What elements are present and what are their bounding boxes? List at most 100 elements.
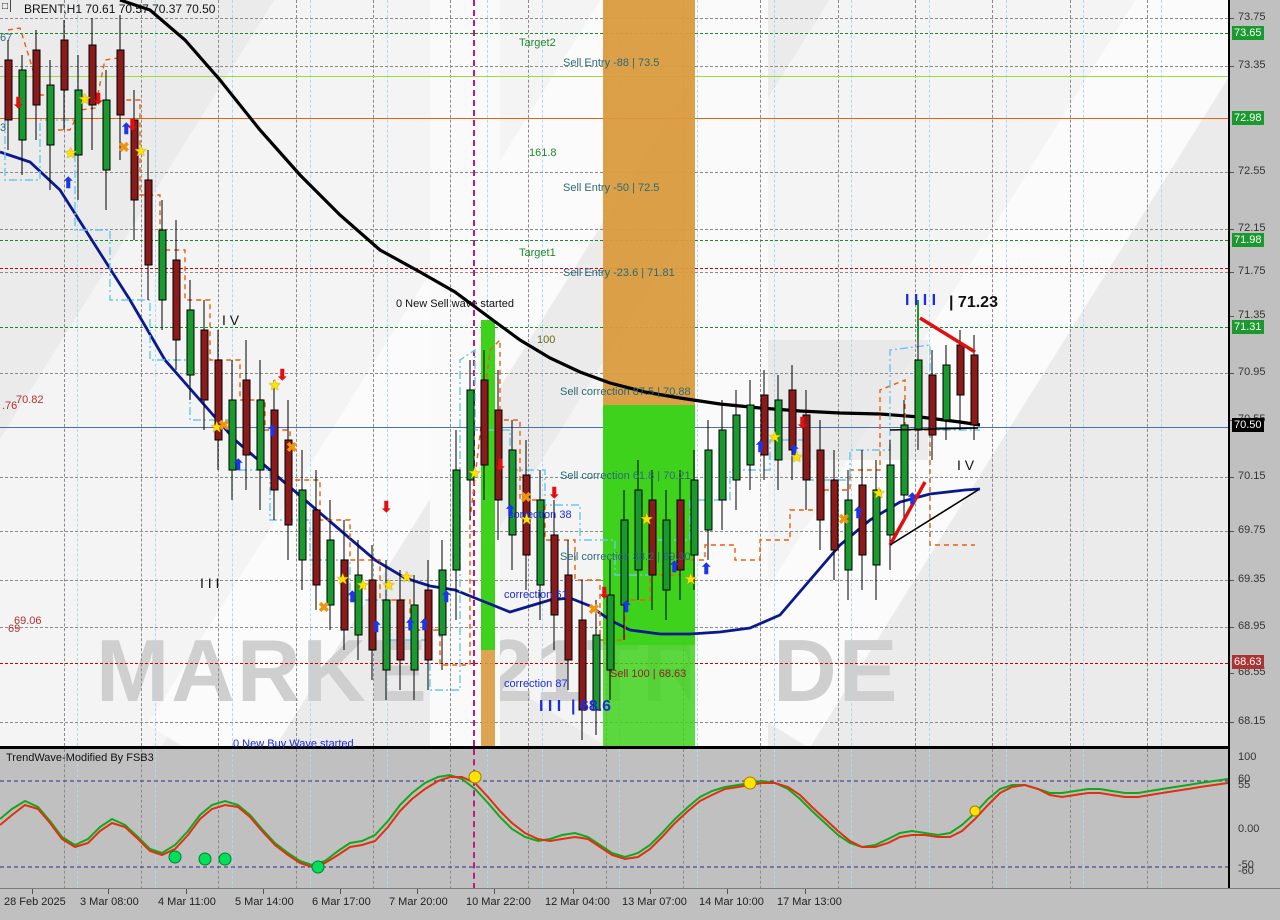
downtrend-line [919, 316, 976, 354]
price-axis-label: 69.35 [1238, 573, 1266, 585]
signal-arrow-up: ⬆ [404, 617, 417, 634]
price-axis-label: 73.75 [1238, 11, 1266, 23]
time-axis[interactable]: 28 Feb 2025 3 Mar 08:00 4 Mar 11:00 5 Mar 1… [0, 888, 1280, 920]
price-chart-pane[interactable]: MARKET21TRADE [0, 0, 1228, 750]
axis-tick [1230, 627, 1234, 628]
annotation-left-price-69: 69 [8, 623, 21, 635]
trendwave-red [0, 776, 1229, 869]
signal-star: ★ [64, 145, 78, 162]
indicator-pane[interactable]: TrendWave-Modified By FSB3 [0, 748, 1229, 889]
time-tick [650, 889, 651, 894]
pane-minimize-button[interactable]: □│ [2, 1, 15, 12]
annotation-sell-entry-236: Sell Entry -23.6 | 71.81 [563, 267, 675, 279]
signal-star: ★ [640, 511, 654, 528]
signal-arrow-down: ⬇ [548, 485, 561, 502]
annotation-left-price-67: 67 [0, 32, 13, 44]
oversold-dot [218, 852, 232, 866]
signal-x: ✖ [286, 439, 298, 455]
signal-arrow-up: ⬆ [440, 589, 453, 606]
signal-x: ✖ [838, 511, 850, 527]
signal-x: ✖ [118, 139, 130, 155]
price-badge-70-50[interactable]: 70.50 [1232, 418, 1264, 432]
price-badge-71-98[interactable]: 71.98 [1232, 233, 1264, 247]
time-axis-label: 17 Mar 13:00 [777, 896, 842, 908]
signal-arrow-up: ⬆ [346, 589, 359, 606]
signal-arrow-up: ⬆ [906, 491, 919, 508]
signal-star: ★ [356, 577, 370, 594]
candlesticks [4, 15, 979, 740]
annotation-wave-ticks-686: I I I [539, 698, 562, 715]
price-badge-73-65[interactable]: 73.65 [1232, 26, 1264, 40]
signal-arrow-up: ⬆ [418, 617, 431, 634]
price-axis-label: 71.75 [1238, 265, 1266, 277]
axis-tick [1230, 722, 1234, 723]
annotation-sell-entry-88: Sell Entry -88 | 73.5 [563, 57, 660, 69]
axis-tick [1230, 66, 1234, 67]
trendwave-svg [0, 770, 1229, 874]
time-axis-label: 13 Mar 07:00 [622, 896, 687, 908]
signal-arrow-down: ⬇ [276, 367, 289, 384]
time-tick [573, 889, 574, 894]
annotation-left-price-3: 3 [0, 122, 7, 134]
annotation-sell-correction-875: Sell correction 87.5 | 70.88 [560, 386, 691, 398]
signal-star: ★ [400, 569, 414, 586]
axis-tick [1230, 373, 1234, 374]
annotation-wave-label-iv-right: I V [957, 457, 975, 473]
signal-x: ✖ [520, 489, 532, 505]
time-tick [805, 889, 806, 894]
uptrend-line [888, 481, 927, 546]
signal-arrow-down: ⬇ [598, 585, 611, 602]
signal-arrow-down: ⬇ [796, 415, 809, 432]
signal-arrow-up: ⬆ [370, 619, 383, 636]
oversold-dot [311, 860, 325, 874]
signal-star: ★ [336, 571, 350, 588]
signal-arrow-up: ⬆ [266, 423, 279, 440]
indicator-axis-label: 100 [1238, 751, 1257, 763]
zone-sell-entry-band [603, 0, 695, 405]
signal-arrow-up: ⬆ [788, 443, 801, 460]
envelope-orange [7, 27, 975, 666]
price-badge-71-31[interactable]: 71.31 [1232, 320, 1264, 334]
signal-arrow-down: ⬇ [126, 117, 139, 134]
signal-x: ✖ [318, 599, 330, 615]
signal-star: ★ [790, 449, 804, 466]
indicator-axis-label: 55 [1238, 779, 1251, 791]
axis-tick [1230, 172, 1234, 173]
oversold-dot [198, 852, 212, 866]
overbought-dot [743, 776, 757, 790]
annotation-target2: Target2 [519, 37, 556, 49]
annotation-wave-label-iii: I I I [200, 575, 220, 591]
trend-lines [888, 300, 979, 546]
time-axis-label: 14 Mar 10:00 [699, 896, 764, 908]
annotation-left-price-76: .76 [2, 400, 18, 412]
time-axis-label: 28 Feb 2025 [4, 896, 66, 908]
indicator-axis-label: -60 [1238, 865, 1254, 877]
signal-star: ★ [684, 571, 698, 588]
price-axis-label: 68.95 [1238, 620, 1266, 632]
signal-star: ★ [468, 465, 482, 482]
ma-black-line [119, 0, 981, 427]
axis-tick [1230, 316, 1234, 317]
price-axis[interactable]: 73.7573.3572.5572.1571.7571.3570.9570.55… [1228, 0, 1280, 888]
axis-tick [1230, 229, 1234, 230]
annotation-fib-1618: 161.8 [529, 147, 557, 159]
overbought-dot [468, 770, 482, 784]
signal-star: ★ [78, 91, 92, 108]
ma-blue-line [0, 150, 981, 636]
price-badge-72-98[interactable]: 72.98 [1232, 111, 1264, 125]
annotation-sell-correction-618: Sell correction 61.8 | 70.21 [560, 470, 691, 482]
annotation-wave-ticks-7123: I I I I [905, 292, 937, 309]
price-axis-label: 68.55 [1238, 666, 1266, 678]
axis-tick [1230, 580, 1234, 581]
signal-arrow-down: ⬇ [12, 95, 25, 112]
signal-star: ★ [872, 485, 886, 502]
time-tick [186, 889, 187, 894]
price-badge-68-63[interactable]: 68.63 [1232, 655, 1264, 669]
time-axis-label: 6 Mar 17:00 [312, 896, 371, 908]
time-tick [494, 889, 495, 894]
annotation-correction-87: correction 87 [504, 678, 568, 690]
time-tick [108, 889, 109, 894]
signal-arrow-up: ⬆ [232, 457, 245, 474]
time-axis-label: 3 Mar 08:00 [80, 896, 139, 908]
